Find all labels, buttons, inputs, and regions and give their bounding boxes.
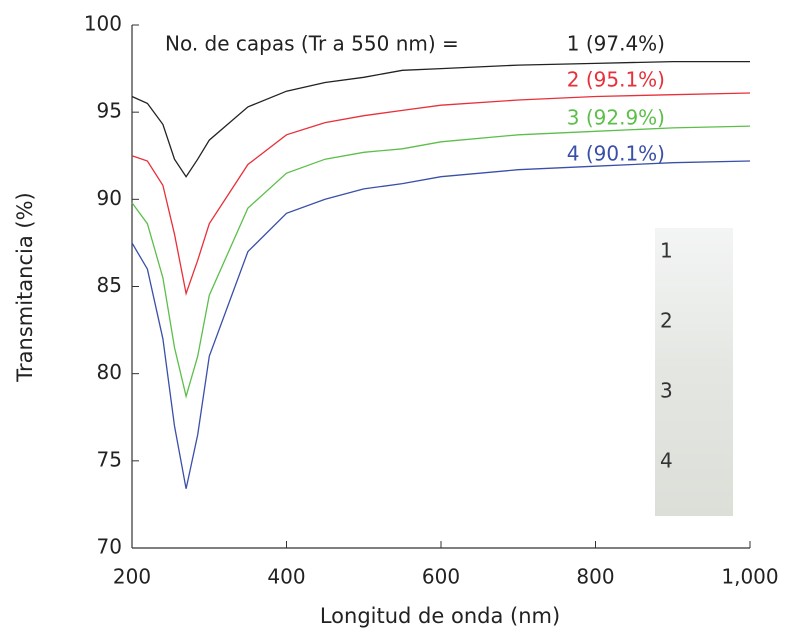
legend-label: 2 (95.1%) (567, 68, 665, 92)
x-tick-label: 400 (267, 565, 305, 589)
y-axis-label: Transmitancia (%) (13, 192, 37, 382)
y-tick-label: 85 (97, 273, 122, 297)
x-tick-label: 1,000 (721, 565, 778, 589)
inset-label: 2 (660, 309, 673, 333)
x-tick-label: 200 (113, 565, 151, 589)
y-tick-label: 90 (97, 186, 122, 210)
inset-label: 3 (660, 379, 673, 403)
y-tick-label: 95 (97, 99, 122, 123)
x-axis-label: Longitud de onda (nm) (320, 604, 560, 628)
legend-label: 1 (97.4%) (567, 32, 665, 56)
series-line (131, 92, 751, 296)
x-tick-label: 600 (422, 565, 460, 589)
legend-label: 3 (92.9%) (567, 106, 665, 130)
y-tick-label: 80 (97, 360, 122, 384)
series-line (131, 160, 751, 489)
series-line (131, 125, 751, 399)
inset-label: 4 (660, 449, 673, 473)
y-tick-label: 70 (97, 535, 122, 559)
series-line (131, 60, 750, 178)
x-tick-label: 800 (576, 565, 614, 589)
y-tick-label: 100 (84, 12, 122, 36)
inset-photo (655, 228, 733, 516)
y-tick-label: 75 (97, 447, 122, 471)
legend-title: No. de capas (Tr a 550 nm) = (165, 32, 459, 56)
legend-label: 4 (90.1%) (567, 142, 665, 166)
inset-label: 1 (660, 239, 673, 263)
